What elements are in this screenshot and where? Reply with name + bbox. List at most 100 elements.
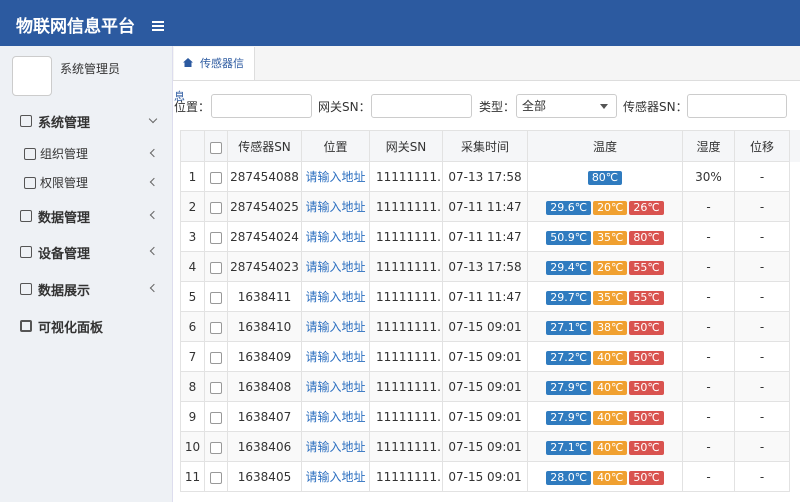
checkbox[interactable] [210, 441, 222, 454]
collect-time: 07-15 09:01 [443, 402, 528, 432]
sidebar [0, 46, 173, 502]
address-link[interactable]: 请输入地址 [302, 342, 370, 372]
menu-icon [20, 283, 32, 295]
temperature-badge: 20℃ [593, 200, 628, 215]
sensor-sn: 287454023 [228, 252, 302, 282]
address-link[interactable]: 请输入地址 [302, 372, 370, 402]
row-index: 8 [180, 372, 205, 402]
temperature-cell: 29.6℃ 20℃ 26℃ [528, 192, 683, 222]
table-header [180, 130, 800, 162]
temperature-badge: 80℃ [629, 230, 664, 245]
menu-item[interactable]: 设备管理 [38, 247, 91, 262]
submenu-item[interactable]: 组织管理 [40, 147, 89, 161]
checkbox-cell [205, 282, 228, 312]
temperature-badge: 26℃ [629, 200, 664, 215]
checkbox-cell [205, 432, 228, 462]
temperature-badge: 50℃ [629, 410, 664, 425]
collect-time: 07-13 17:58 [443, 252, 528, 282]
address-link[interactable]: 请输入地址 [302, 282, 370, 312]
collect-time: 07-15 09:01 [443, 462, 528, 492]
address-link[interactable]: 请输入地址 [302, 222, 370, 252]
type-select[interactable]: 全部 [516, 94, 617, 118]
gateway-sn: 11111111... [370, 372, 443, 402]
menu-icon [24, 148, 36, 160]
menu-icon [24, 177, 36, 189]
humidity: - [683, 462, 735, 492]
checkbox[interactable] [210, 291, 222, 304]
temperature-badge: 80℃ [587, 170, 623, 185]
filter-label: 传感器SN： [623, 100, 688, 114]
displacement: - [735, 162, 790, 192]
temperature-cell: 29.4℃ 26℃ 55℃ [528, 252, 683, 282]
address-link[interactable]: 请输入地址 [302, 192, 370, 222]
checkbox-cell [205, 222, 228, 252]
avatar [12, 56, 52, 96]
temperature-badge: 40℃ [593, 470, 628, 485]
gateway-sn: 11111111... [370, 162, 443, 192]
checkbox[interactable] [210, 351, 222, 364]
temperature-cell: 27.1℃ 38℃ 50℃ [528, 312, 683, 342]
address-link[interactable]: 请输入地址 [302, 432, 370, 462]
header-cell: 网关SN [370, 130, 443, 162]
checkbox-cell [205, 312, 228, 342]
gateway-sn: 11111111... [370, 462, 443, 492]
temperature-badge: 55℃ [629, 260, 664, 275]
checkbox[interactable] [210, 231, 222, 244]
sensor-sn: 1638410 [228, 312, 302, 342]
menu-item[interactable]: 数据展示 [38, 284, 91, 299]
menu-toggle[interactable] [152, 21, 164, 23]
header-cell: 传感器SN [228, 130, 302, 162]
gateway-sn: 11111111... [370, 252, 443, 282]
temperature-badge: 27.9℃ [546, 410, 592, 425]
humidity: - [683, 372, 735, 402]
sensor-sn: 287454088 [228, 162, 302, 192]
menu-icon [20, 115, 32, 127]
address-link[interactable]: 请输入地址 [302, 162, 370, 192]
header-cell [205, 130, 228, 162]
temperature-badge: 40℃ [593, 440, 628, 455]
checkbox[interactable] [210, 201, 222, 214]
home-icon [183, 58, 193, 67]
checkbox[interactable] [210, 471, 222, 484]
temperature-badge: 50℃ [629, 440, 664, 455]
address-link[interactable]: 请输入地址 [302, 462, 370, 492]
gateway-input[interactable] [371, 94, 472, 118]
row-index: 2 [180, 192, 205, 222]
filter-label: 网关SN： [318, 100, 371, 114]
checkbox[interactable] [210, 141, 222, 154]
menu-toggle-bar [152, 25, 164, 27]
collect-time: 07-15 09:01 [443, 432, 528, 462]
checkbox[interactable] [210, 171, 222, 184]
gateway-sn: 11111111... [370, 402, 443, 432]
menu-item[interactable]: 可视化面板 [38, 321, 104, 336]
collect-time: 07-15 09:01 [443, 312, 528, 342]
checkbox[interactable] [210, 381, 222, 394]
humidity: - [683, 432, 735, 462]
humidity: - [683, 222, 735, 252]
checkbox-cell [205, 462, 228, 492]
address-link[interactable]: 请输入地址 [302, 402, 370, 432]
collect-time: 07-15 09:01 [443, 372, 528, 402]
sensor-input[interactable] [687, 94, 787, 118]
sensor-sn: 1638411 [228, 282, 302, 312]
collect-time: 07-11 11:47 [443, 282, 528, 312]
checkbox[interactable] [210, 321, 222, 334]
checkbox[interactable] [210, 261, 222, 274]
location-input[interactable] [211, 94, 312, 118]
user-name: 系统管理员 [60, 62, 121, 76]
temperature-badge: 29.7℃ [546, 290, 592, 305]
sensor-sn: 1638406 [228, 432, 302, 462]
displacement: - [735, 372, 790, 402]
submenu-item[interactable]: 权限管理 [40, 176, 89, 190]
address-link[interactable]: 请输入地址 [302, 252, 370, 282]
temperature-badge: 50℃ [629, 320, 664, 335]
gateway-sn: 11111111... [370, 432, 443, 462]
menu-item[interactable]: 数据管理 [38, 211, 91, 226]
humidity: - [683, 312, 735, 342]
checkbox[interactable] [210, 411, 222, 424]
humidity: - [683, 192, 735, 222]
menu-item[interactable]: 系统管理 [38, 116, 91, 131]
sensor-sn: 1638405 [228, 462, 302, 492]
address-link[interactable]: 请输入地址 [302, 312, 370, 342]
